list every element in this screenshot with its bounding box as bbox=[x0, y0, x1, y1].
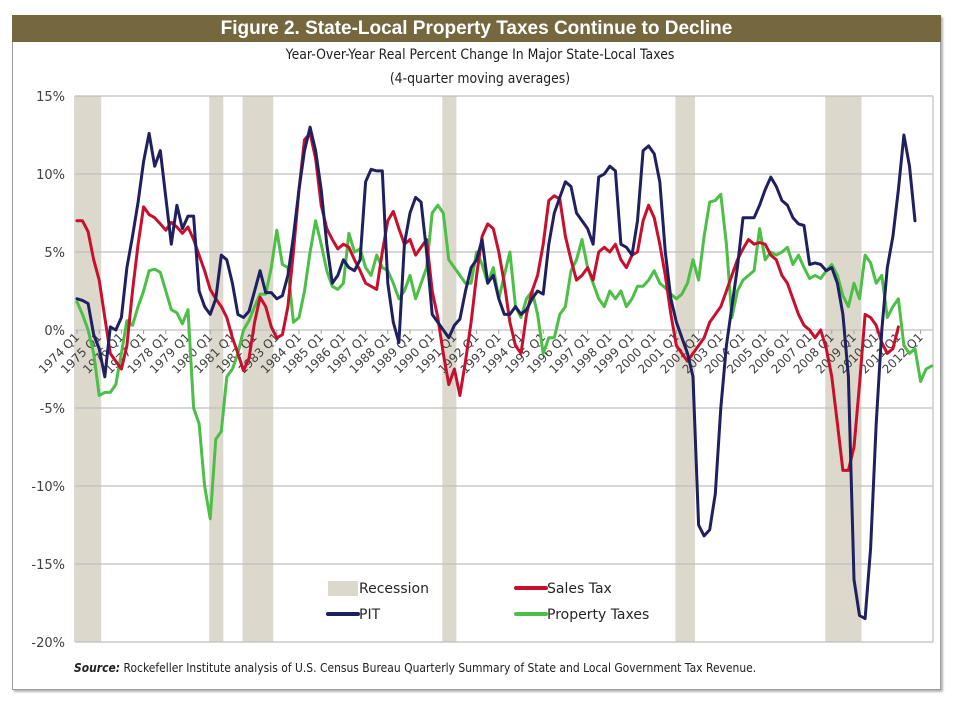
y-tick-label: -20% bbox=[31, 636, 65, 651]
y-tick-label: 0% bbox=[44, 324, 65, 339]
chart-title: Year-Over-Year Real Percent Change In Ma… bbox=[285, 47, 675, 63]
chart-subtitle: (4-quarter moving averages) bbox=[389, 71, 571, 87]
y-axis-labels: 15% 10% 5% 0% -5% -10% -15% -20% bbox=[31, 90, 65, 651]
recession-band bbox=[675, 96, 696, 642]
y-tick-label: -10% bbox=[31, 480, 65, 495]
source-text: Rockefeller Institute analysis of U.S. C… bbox=[120, 660, 757, 675]
figure-header: Figure 2. State-Local Property Taxes Con… bbox=[12, 15, 941, 42]
y-tick-label: 10% bbox=[36, 168, 65, 183]
y-tick-label: 15% bbox=[36, 90, 65, 105]
y-tick-label: -5% bbox=[40, 402, 65, 417]
legend-label-sales-tax: Sales Tax bbox=[547, 581, 612, 597]
y-tick-label: 5% bbox=[44, 246, 65, 261]
recession-band bbox=[209, 96, 224, 642]
recession-bands bbox=[76, 96, 862, 642]
source-label: Source: bbox=[74, 660, 121, 675]
legend: Recession Sales Tax PIT Property Taxes bbox=[326, 581, 649, 623]
series-line-pit bbox=[75, 125, 917, 621]
legend-label-recession: Recession bbox=[359, 581, 429, 597]
recession-band bbox=[242, 96, 274, 642]
legend-swatch-recession bbox=[328, 581, 358, 596]
series-lines bbox=[75, 125, 934, 621]
source-note: Source: Rockefeller Institute analysis o… bbox=[74, 660, 756, 675]
legend-label-pit: PIT bbox=[359, 607, 381, 623]
figure-panel bbox=[12, 15, 941, 690]
y-tick-label: -15% bbox=[31, 558, 65, 573]
series-line-sales-tax bbox=[75, 131, 900, 472]
legend-label-property-taxes: Property Taxes bbox=[547, 607, 649, 623]
